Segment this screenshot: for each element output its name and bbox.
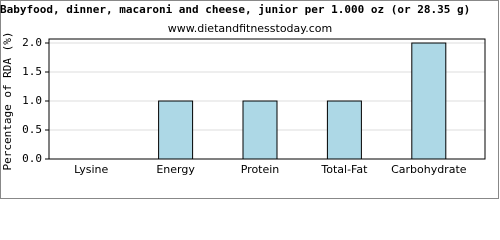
bar xyxy=(326,100,362,160)
chart: Babyfood, dinner, macaroni and cheese, j… xyxy=(0,0,499,199)
x-tick-label: Total-Fat xyxy=(320,163,368,176)
x-tick-label: Lysine xyxy=(74,163,108,176)
y-tick-label: 0.0 xyxy=(22,152,42,165)
y-tick-label: 1.5 xyxy=(22,65,42,78)
chart-title: Babyfood, dinner, macaroni and cheese, j… xyxy=(0,3,470,16)
bar xyxy=(242,100,278,160)
y-tick-label: 1.0 xyxy=(22,94,42,107)
chart-subtitle: www.dietandfitnesstoday.com xyxy=(168,22,332,35)
x-tick-label: Energy xyxy=(156,163,195,176)
x-tick-label: Carbohydrate xyxy=(391,163,467,176)
bar xyxy=(158,100,194,160)
y-axis-label: Percentage of RDA (%) xyxy=(1,31,14,170)
x-tick-label: Protein xyxy=(241,163,280,176)
bar xyxy=(411,42,447,160)
y-tick-label: 0.5 xyxy=(22,123,42,136)
y-tick-label: 2.0 xyxy=(22,36,42,49)
